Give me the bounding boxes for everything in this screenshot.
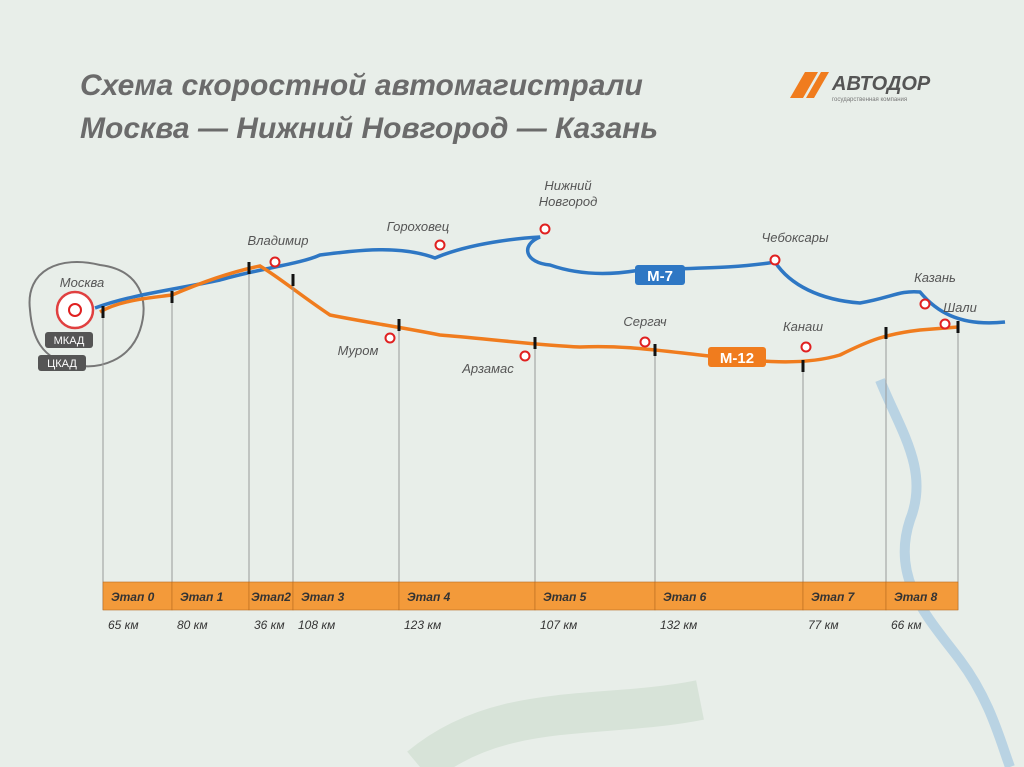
city-marker (434, 239, 446, 251)
city-marker (639, 336, 651, 348)
city-marker (539, 223, 551, 235)
title: Москва — Нижний Новгород — Казань (80, 112, 658, 145)
city-marker (939, 318, 951, 330)
stage-length: 36 км (254, 618, 285, 632)
stage-bar (885, 581, 959, 611)
logo-mark (790, 72, 829, 98)
city-label: Москва (60, 275, 104, 290)
road-label: М-12 (720, 350, 754, 367)
city-label: Канаш (783, 319, 823, 334)
title: Схема скоростной автомагистрали (80, 69, 643, 102)
stage-length: 66 км (891, 618, 922, 632)
stage-length: 123 км (404, 618, 441, 632)
city-marker (769, 254, 781, 266)
stage-bar (171, 581, 250, 611)
city-label: Казань (914, 270, 956, 285)
road-m7 (94, 235, 1006, 325)
ring-badge (38, 355, 86, 371)
city-label: Владимир (247, 233, 308, 248)
stage-length: 65 км (108, 618, 139, 632)
stage-length: 107 км (540, 618, 577, 632)
city-marker (68, 303, 82, 317)
city-label: Гороховец (387, 219, 450, 234)
stage-name: Этап 6 (663, 590, 707, 604)
road-badge (708, 347, 766, 367)
city-marker (919, 298, 931, 310)
stage-name: Этап 8 (894, 590, 938, 604)
stage-bar (398, 581, 536, 611)
stage-length: 132 км (660, 618, 697, 632)
logo-name: АВТОДОР (831, 73, 931, 95)
city-label: Чебоксары (761, 230, 828, 245)
stage-bar (248, 581, 294, 611)
city-label: Шали (943, 300, 977, 315)
city-label: Сергач (623, 314, 666, 329)
city-label: Муром (338, 343, 379, 358)
stage-name: Этап 5 (543, 590, 587, 604)
stage-name: Этап 0 (111, 590, 155, 604)
stage-length: 80 км (177, 618, 208, 632)
stage-name: Этап2 (251, 590, 291, 604)
ring-label: МКАД (54, 335, 85, 347)
ring-badge (45, 332, 93, 348)
stage-name: Этап 3 (301, 590, 345, 604)
stage-length: 77 км (808, 618, 839, 632)
city-marker (384, 332, 396, 344)
road-badge (635, 265, 685, 285)
terrain (407, 680, 704, 767)
city-marker (269, 256, 281, 268)
road-label: М-7 (647, 268, 673, 285)
stage-bar (102, 581, 173, 611)
city-label: Нижний Новгород (539, 178, 598, 209)
stage-bar (292, 581, 400, 611)
stage-bar (534, 581, 656, 611)
stage-name: Этап 1 (180, 590, 224, 604)
ring-label: ЦКАД (47, 358, 77, 370)
city-label: Арзамас (461, 361, 514, 376)
road-m12 (99, 264, 959, 364)
logo-tagline: государственная компания (832, 97, 907, 103)
stage-name: Этап 4 (407, 590, 451, 604)
city-marker (800, 341, 812, 353)
city-marker (519, 350, 531, 362)
stage-length: 108 км (298, 618, 335, 632)
logo: АВТОДОР государственная компания (790, 72, 931, 103)
stage-name: Этап 7 (811, 590, 856, 604)
